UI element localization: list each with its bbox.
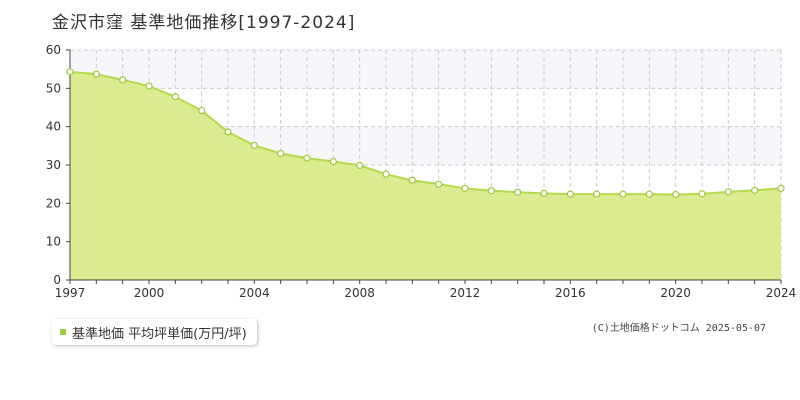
data-point (329, 157, 337, 166)
data-point (382, 170, 390, 178)
legend-swatch (60, 329, 66, 335)
data-point (514, 188, 522, 196)
data-point (461, 184, 469, 192)
x-tick-label: 2000 (134, 286, 165, 300)
y-tick-label: 30 (46, 158, 61, 172)
y-tick-label: 60 (46, 43, 61, 57)
data-point (145, 82, 153, 90)
data-point (171, 93, 179, 101)
axes (66, 49, 782, 284)
data-point (66, 68, 74, 76)
data-point (487, 187, 495, 195)
legend: 基準地価 平均坪単価(万円/坪) (52, 319, 257, 345)
data-point (277, 149, 285, 158)
data-point (751, 186, 759, 194)
band-50-60 (70, 50, 781, 89)
data-point (645, 190, 653, 198)
data-point (724, 188, 732, 196)
area-fill (70, 71, 781, 280)
chart-title: 金沢市窪 基準地価推移[1997-2024] (52, 13, 356, 33)
data-point (540, 189, 548, 197)
series-line (69, 70, 782, 196)
x-tick-label: 2020 (660, 286, 691, 300)
y-tick-label: 50 (46, 81, 61, 95)
data-point (119, 76, 127, 84)
data-point (435, 180, 443, 188)
data-point (356, 161, 364, 169)
y-tick-label: 0 (53, 273, 61, 287)
x-tick-label: 2004 (239, 286, 270, 300)
data-point (698, 190, 706, 198)
y-tick-labels: 0 10 20 30 40 50 60 (46, 43, 61, 287)
x-tick-label: 1997 (55, 286, 86, 300)
data-point (92, 70, 100, 78)
data-point (619, 190, 627, 198)
x-tick-labels: 1997 2000 2004 2008 2012 2016 2020 2024 (55, 286, 797, 300)
y-tick-label: 10 (46, 235, 61, 249)
y-tick-label: 20 (46, 196, 61, 210)
x-tick-label: 2024 (766, 286, 797, 300)
data-point (408, 176, 416, 184)
legend-label: 基準地価 平均坪単価(万円/坪) (72, 326, 247, 342)
copyright-text: (C)土地価格ドットコム 2025-05-07 (591, 323, 766, 334)
data-point (566, 190, 574, 198)
data-point (777, 184, 785, 192)
data-point (303, 154, 311, 162)
x-tick-label: 2008 (344, 286, 375, 300)
x-tick-label: 2016 (555, 286, 586, 300)
data-point (593, 190, 601, 198)
data-point (198, 106, 206, 115)
data-point (672, 190, 680, 199)
data-point (250, 141, 258, 150)
data-point (224, 128, 232, 136)
data-markers (66, 68, 785, 199)
x-tick-label: 2012 (450, 286, 481, 300)
y-tick-label: 40 (46, 120, 61, 134)
